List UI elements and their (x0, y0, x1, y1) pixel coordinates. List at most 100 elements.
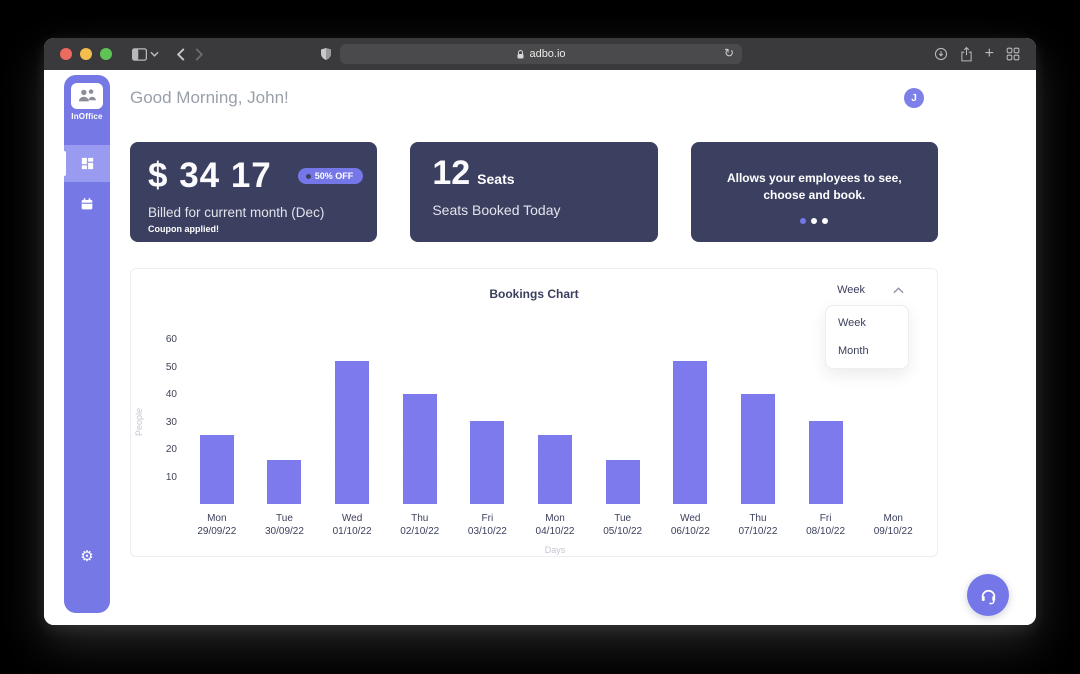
avatar[interactable]: J (904, 88, 924, 108)
settings-gear-icon[interactable]: ⚙ (80, 548, 94, 565)
page-header: Good Morning, John! J (130, 88, 938, 112)
carousel-dot-0[interactable] (800, 218, 807, 224)
people-icon (78, 89, 96, 102)
bar-slot (521, 339, 589, 504)
bar-thu-02/10/22 (402, 394, 437, 504)
seats-label: Seats Booked Today (432, 202, 561, 218)
bar-fri-03/10/22 (470, 421, 505, 504)
greeting-text: Good Morning, John! (130, 88, 289, 107)
url-bar[interactable]: adbo.io ↻ (340, 44, 742, 64)
bar-mon-29/09/22 (199, 435, 234, 504)
bar-slot (183, 339, 251, 504)
forward-icon[interactable] (195, 47, 203, 61)
bar-slot (589, 339, 657, 504)
back-icon[interactable] (177, 47, 185, 61)
active-indicator (62, 151, 66, 176)
y-tick-label: 30 (165, 416, 177, 428)
y-tick-label: 20 (165, 444, 177, 455)
app-sidebar: InOffice ⚙ (62, 75, 110, 613)
share-icon[interactable] (960, 46, 973, 62)
y-tick-label: 60 (165, 334, 177, 345)
discount-badge: 50% OFF (297, 168, 364, 184)
menu-option-week[interactable]: Week (838, 317, 866, 329)
billing-label: Billed for current month (Dec) (148, 205, 325, 220)
sidebar-toggle-icon[interactable] (132, 47, 147, 61)
support-fab[interactable] (967, 574, 1009, 616)
info-text: Allows your employees to see, choose and… (727, 170, 902, 204)
y-axis-label: People (134, 407, 144, 436)
x-tick-label: Fri 03/10/22 (467, 513, 507, 537)
bookings-chart-card: Bookings Chart Week Week Month People 10 2… (130, 268, 938, 557)
bar-tue-05/10/22 (605, 460, 640, 504)
bar-tue-30/09/22 (267, 460, 302, 504)
app-logo[interactable] (71, 83, 103, 109)
shield-icon[interactable] (320, 47, 332, 61)
range-selector[interactable]: Week (837, 284, 904, 296)
bar-slot (251, 339, 319, 504)
seats-unit: Seats (477, 171, 515, 187)
info-carousel-card: Allows your employees to see, choose and… (690, 142, 938, 242)
carousel-dot-1[interactable] (811, 218, 818, 224)
bar-fri-08/10/22 (808, 421, 843, 504)
bar-mon-04/10/22 (538, 435, 573, 504)
x-tick-label: Thu 07/10/22 (738, 513, 778, 537)
lock-icon (517, 49, 524, 58)
chart-title: Bookings Chart (489, 287, 579, 301)
y-tick-label: 40 (165, 389, 177, 400)
billed-amount: $ 34 17 (148, 156, 272, 195)
bar-thu-07/10/22 (740, 394, 775, 504)
x-axis-label: Days (544, 545, 566, 555)
chart-plot-area: People 10 20 30 40 50 60 Mon 29/09/22 Tue 30/09/… (134, 334, 927, 555)
reload-icon[interactable]: ↻ (723, 46, 734, 60)
bar-wed-01/10/22 (335, 361, 370, 504)
browser-window: adbo.io ↻ + InO (44, 38, 1036, 625)
x-tick-label: Thu 02/10/22 (400, 513, 440, 537)
x-tick-label: Fri 08/10/22 (806, 513, 846, 537)
minimize-button[interactable] (80, 48, 92, 60)
y-tick-label: 50 (165, 361, 177, 373)
calendar-icon (81, 197, 93, 209)
x-tick-label: Tue 05/10/22 (603, 513, 643, 537)
sidebar-item-dashboard[interactable] (62, 145, 110, 182)
y-tick-label: 10 (165, 471, 177, 483)
bar-slot (792, 339, 860, 504)
carousel-dot-2[interactable] (822, 218, 829, 224)
y-axis: 10 20 30 40 50 60 (149, 334, 177, 504)
x-tick-label: Tue 30/09/22 (264, 513, 304, 537)
info-text-line1: Allows your employees to see, (726, 171, 902, 185)
seats-count: 12 (432, 154, 471, 192)
menu-option-month[interactable]: Month (838, 345, 869, 357)
info-text-line2: choose and book. (763, 188, 866, 202)
dashboard-main: Good Morning, John! J $ 34 17 50% OFF Bi… (130, 70, 938, 625)
x-tick-label: Wed 01/10/22 (332, 513, 372, 537)
zoom-button[interactable] (100, 48, 112, 60)
downloads-icon[interactable] (934, 47, 948, 61)
new-tab-icon[interactable]: + (984, 45, 994, 62)
x-tick-label: Wed 06/10/22 (670, 513, 710, 537)
bar-slot (724, 339, 792, 504)
toolbar-actions: + (934, 46, 1020, 62)
x-tick-label: Mon 04/10/22 (535, 513, 575, 537)
bars (183, 339, 927, 504)
x-axis-labels: Mon 29/09/22 Tue 30/09/22 Wed 01/10/22 Thu 02/1… (183, 512, 927, 538)
chevron-down-icon[interactable] (150, 51, 159, 57)
seats-card: 12 Seats Seats Booked Today (410, 142, 658, 242)
stat-cards-row: $ 34 17 50% OFF Billed for current month… (130, 142, 938, 242)
badge-dot-icon (305, 173, 311, 179)
x-tick-label: Mon 09/10/22 (873, 513, 913, 537)
url-text: adbo.io (529, 48, 566, 60)
tab-overview-icon[interactable] (1006, 47, 1020, 61)
app-logo-label: InOffice (71, 112, 103, 121)
dashboard-grid-icon (81, 157, 93, 170)
close-button[interactable] (60, 48, 72, 60)
bar-slot (656, 339, 724, 504)
sidebar-item-calendar[interactable] (64, 185, 110, 222)
bar-slot (454, 339, 522, 504)
discount-badge-label: 50% OFF (314, 171, 354, 181)
range-selected-value: Week (837, 284, 865, 296)
chevron-up-icon (893, 286, 904, 293)
headset-icon (981, 589, 995, 604)
carousel-dots (800, 218, 829, 224)
bar-slot (386, 339, 454, 504)
